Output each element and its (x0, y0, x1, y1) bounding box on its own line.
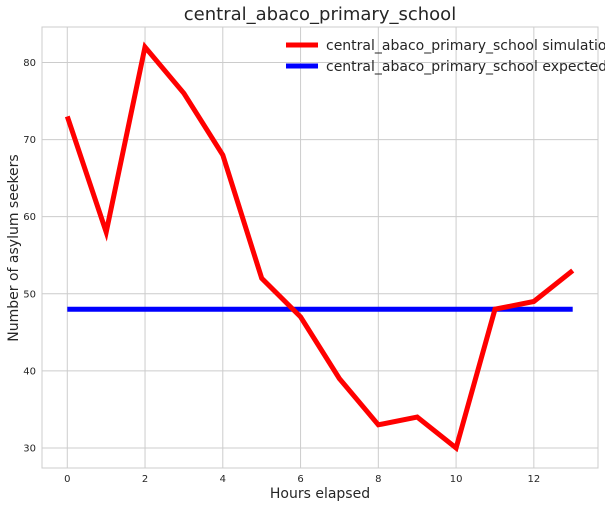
x-axis-label: Hours elapsed (270, 486, 370, 502)
y-tick-label: 70 (23, 135, 36, 146)
x-tick-label: 6 (297, 474, 303, 485)
x-tick-label: 8 (375, 474, 381, 485)
x-tick-label: 2 (142, 474, 148, 485)
x-tick-label: 4 (220, 474, 226, 485)
legend: central_abaco_primary_school simulation c… (286, 38, 605, 75)
y-tick-label: 30 (23, 443, 36, 454)
y-tick-label: 50 (23, 289, 36, 300)
legend-label-expected: central_abaco_primary_school expected (326, 59, 605, 75)
grid-lines (42, 27, 598, 468)
y-tick-label: 80 (23, 58, 36, 69)
y-tick-label: 40 (23, 366, 36, 377)
chart-title: central_abaco_primary_school (184, 4, 456, 25)
x-tick-label: 12 (527, 474, 540, 485)
plot-background (41, 26, 599, 469)
series-lines (64, 41, 575, 453)
x-tick-labels: 0 2 4 6 8 10 12 (64, 474, 540, 485)
simulation-series-line (64, 41, 575, 453)
y-tick-labels: 30 40 50 60 70 80 (23, 58, 36, 454)
legend-label-simulation: central_abaco_primary_school simulation (326, 38, 605, 54)
x-tick-label: 10 (450, 474, 463, 485)
y-tick-label: 60 (23, 212, 36, 223)
y-axis-label: Number of asylum seekers (6, 154, 22, 341)
x-tick-label: 0 (64, 474, 70, 485)
